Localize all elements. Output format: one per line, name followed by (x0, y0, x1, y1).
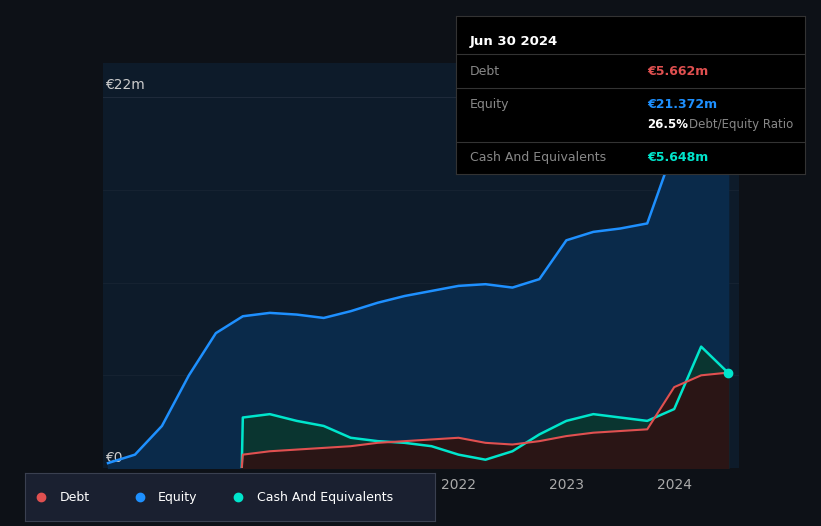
Text: Debt: Debt (470, 65, 500, 77)
Text: Jun 30 2024: Jun 30 2024 (470, 35, 557, 48)
Text: Equity: Equity (158, 491, 198, 503)
Text: Debt/Equity Ratio: Debt/Equity Ratio (690, 118, 794, 131)
Text: Cash And Equivalents: Cash And Equivalents (257, 491, 392, 503)
Text: Cash And Equivalents: Cash And Equivalents (470, 151, 606, 164)
Text: €5.662m: €5.662m (648, 65, 709, 77)
Text: €5.648m: €5.648m (648, 151, 709, 164)
Text: €0: €0 (105, 451, 122, 465)
Text: €21.372m: €21.372m (648, 98, 718, 110)
Text: 26.5%: 26.5% (648, 118, 689, 131)
Text: Equity: Equity (470, 98, 509, 110)
Text: Debt: Debt (60, 491, 89, 503)
Text: €22m: €22m (105, 78, 144, 92)
